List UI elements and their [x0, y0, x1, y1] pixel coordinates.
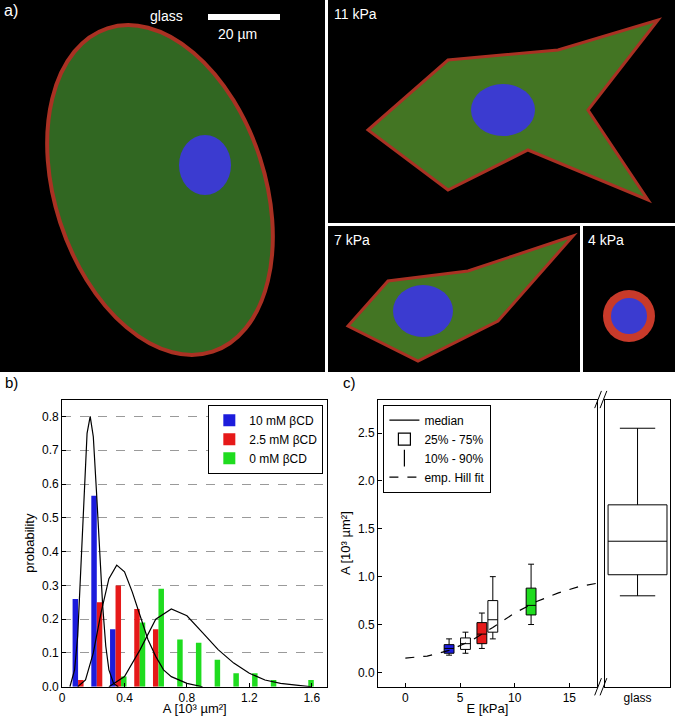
svg-text:0: 0: [59, 691, 66, 705]
svg-text:0: 0: [402, 691, 409, 705]
svg-text:b): b): [5, 374, 18, 391]
svg-text:10% - 90%: 10% - 90%: [424, 452, 483, 466]
svg-text:1.2: 1.2: [241, 691, 258, 705]
svg-text:0.0: 0.0: [358, 666, 375, 680]
svg-text:emp. Hill fit: emp. Hill fit: [424, 471, 484, 485]
svg-text:0.3: 0.3: [42, 579, 59, 593]
html-text:11 kPa: 11 kPa: [334, 6, 377, 22]
html-text:4 kPa: 4 kPa: [588, 232, 624, 248]
svg-text:5: 5: [457, 691, 464, 705]
html-text:a): a): [4, 2, 19, 19]
svg-text:1.0: 1.0: [358, 570, 375, 584]
svg-text:0.1: 0.1: [42, 646, 59, 660]
svg-text:0.7: 0.7: [42, 443, 59, 457]
svg-text:2.5 mM βCD: 2.5 mM βCD: [249, 433, 317, 447]
svg-text:c): c): [343, 374, 356, 391]
svg-text:15: 15: [563, 691, 577, 705]
svg-text:probability: probability: [22, 513, 37, 573]
svg-text:1.5: 1.5: [358, 522, 375, 536]
svg-text:0.6: 0.6: [42, 477, 59, 491]
svg-text:0.8: 0.8: [179, 691, 196, 705]
svg-text:0.8: 0.8: [42, 410, 59, 424]
html-text:7 kPa: 7 kPa: [334, 232, 370, 248]
svg-text:10: 10: [508, 691, 522, 705]
svg-text:A [10³ µm²]: A [10³ µm²]: [163, 701, 227, 716]
svg-text:1.6: 1.6: [303, 691, 320, 705]
svg-text:A [10³ µm²]: A [10³ µm²]: [338, 511, 353, 575]
svg-text:glass: glass: [624, 691, 652, 705]
svg-text:2.5: 2.5: [358, 426, 375, 440]
svg-text:10 mM βCD: 10 mM βCD: [249, 414, 314, 428]
svg-text:0.0: 0.0: [42, 680, 59, 694]
svg-text:25% - 75%: 25% - 75%: [424, 433, 483, 447]
svg-text:E [kPa]: E [kPa]: [466, 701, 508, 716]
svg-text:2.0: 2.0: [358, 474, 375, 488]
svg-text:0.4: 0.4: [42, 545, 59, 559]
html-text:glass: glass: [150, 8, 183, 24]
svg-text:0 mM βCD: 0 mM βCD: [249, 452, 307, 466]
svg-text:0.5: 0.5: [42, 511, 59, 525]
svg-text:0.5: 0.5: [358, 618, 375, 632]
svg-text:0.4: 0.4: [116, 691, 133, 705]
html-text:20 µm: 20 µm: [218, 26, 258, 42]
svg-text:median: median: [424, 414, 463, 428]
svg-text:0.2: 0.2: [42, 612, 59, 626]
